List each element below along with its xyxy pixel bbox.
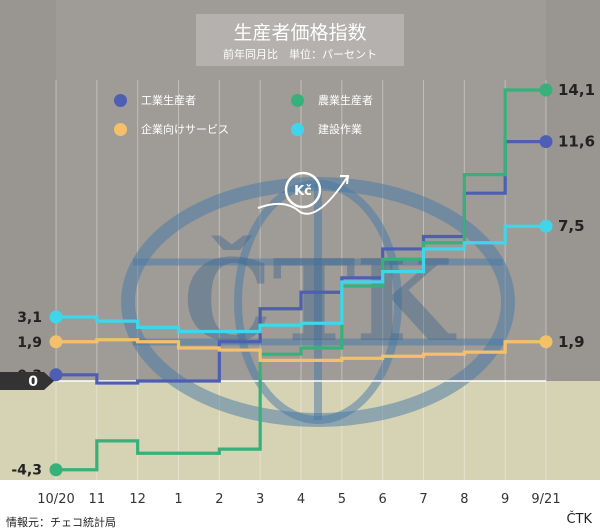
trend-arrow-head-icon (340, 175, 350, 185)
legend-item-construction: 建設作業 (291, 120, 362, 138)
series-end-marker-2 (539, 335, 553, 349)
x-tick-label: 9/21 (531, 492, 560, 507)
legend-label-business-services: 企業向けサービス (141, 123, 229, 136)
legend-label-industrial: 工業生産者 (141, 94, 196, 107)
legend-item-industrial: 工業生産者 (114, 91, 196, 109)
x-tick-label: 11 (89, 492, 106, 507)
plot-background-lower (0, 381, 600, 480)
trend-arrow-icon (257, 175, 349, 215)
currency-badge-circle (284, 171, 322, 209)
x-tick-label: 2 (215, 492, 223, 507)
start-label: 1,9 (17, 335, 42, 351)
x-tick-label: 3 (256, 492, 264, 507)
series-end-marker-3 (539, 219, 553, 233)
series-start-marker-3 (49, 310, 63, 324)
series-line-3 (56, 224, 546, 334)
legend-swatch-construction (291, 122, 304, 136)
x-tick-label: 6 (379, 492, 387, 507)
zero-label-tag (0, 372, 54, 390)
footer-source: 情報元：チェコ統計局 (6, 516, 116, 529)
start-label: 3,1 (17, 310, 42, 326)
series-start-marker-0 (49, 368, 63, 382)
title-box (196, 14, 404, 66)
legend-label-agricultural: 農業生産者 (318, 94, 373, 107)
x-tick-label: 4 (297, 492, 305, 507)
legend-swatch-agricultural (291, 93, 304, 107)
legend-swatch-industrial (114, 93, 127, 107)
legend-item-agricultural: 農業生産者 (291, 91, 373, 109)
x-tick-label: 12 (129, 492, 146, 507)
x-tick-label: 9 (501, 492, 509, 507)
series-start-marker-2 (49, 335, 63, 349)
series-line-1 (56, 88, 546, 472)
legend-swatch-business-services (114, 122, 127, 136)
series-line-2 (56, 338, 546, 362)
series-start-marker-1 (49, 463, 63, 477)
x-tick-label: 10/20 (37, 492, 74, 507)
series-end-marker-1 (539, 83, 553, 97)
start-label: -4,3 (11, 463, 42, 479)
chart-title: 生産者価格指数 (233, 22, 367, 44)
legend-item-business-services: 企業向けサービス (114, 120, 229, 138)
chart-subtitle: 前年同月比 単位：パーセント (223, 48, 377, 61)
series-end-label-1: 14,1 (558, 81, 595, 99)
start-label: 0 (28, 374, 38, 390)
series-end-label-2: 1,9 (558, 333, 585, 351)
x-tick-label: 7 (419, 492, 427, 507)
x-tick-label: 1 (174, 492, 182, 507)
series-end-marker-0 (539, 135, 553, 149)
series-end-label-3: 7,5 (558, 217, 585, 235)
currency-badge-text: Kč (294, 184, 312, 199)
series-end-label-0: 11,6 (558, 133, 595, 151)
x-tick-label: 8 (460, 492, 468, 507)
x-tick-label: 5 (338, 492, 346, 507)
legend-label-construction: 建設作業 (318, 123, 362, 136)
footer-brand: ČTK (566, 512, 592, 527)
